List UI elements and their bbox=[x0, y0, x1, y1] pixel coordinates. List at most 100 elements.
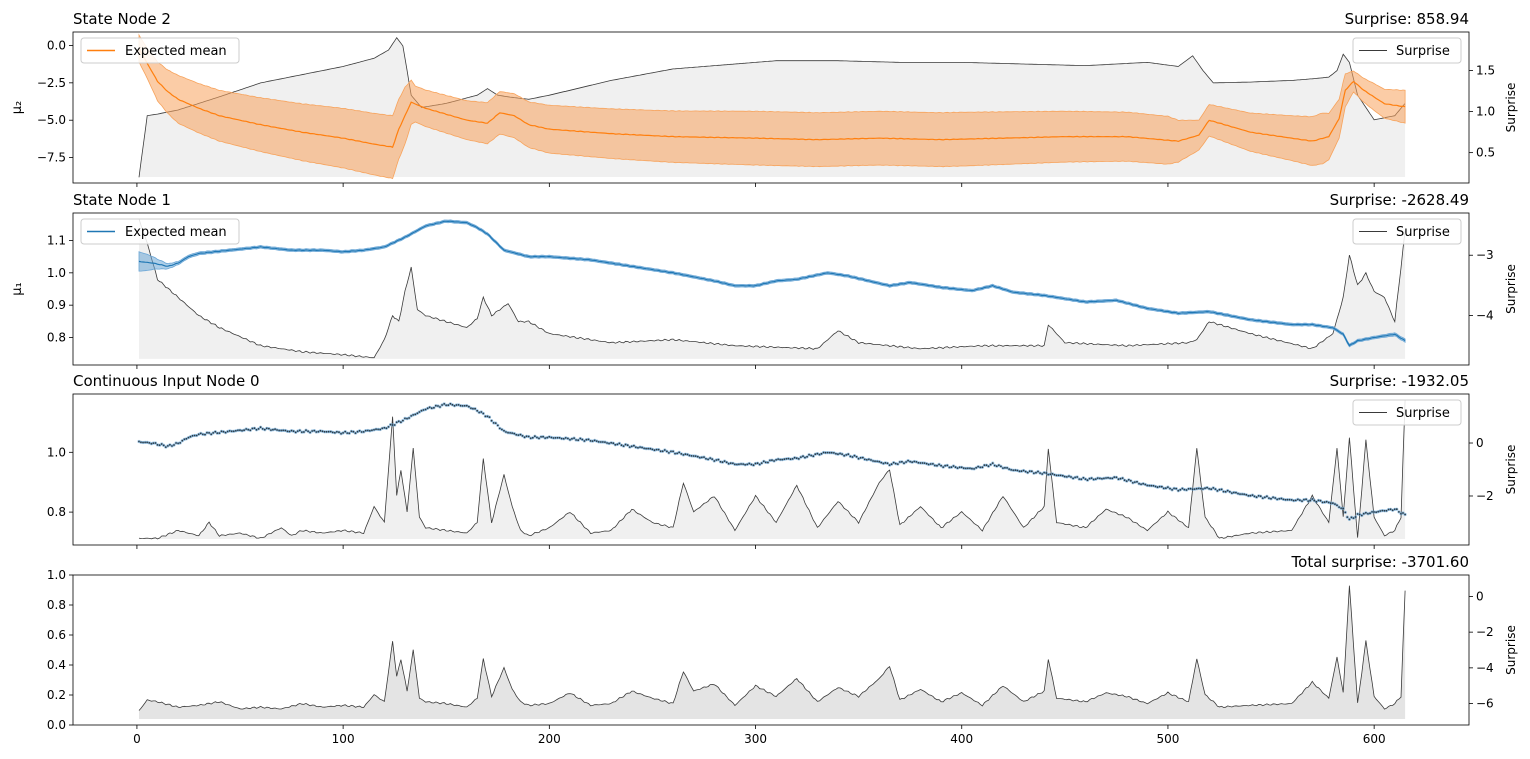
observation-point bbox=[336, 430, 338, 433]
observation-point bbox=[1255, 496, 1258, 499]
observation-point bbox=[1286, 498, 1289, 501]
observation-point bbox=[645, 447, 648, 450]
observation-point bbox=[1346, 516, 1349, 518]
observation-point bbox=[622, 445, 625, 447]
observation-point bbox=[1264, 496, 1266, 499]
observation-point bbox=[903, 462, 905, 465]
observation-point bbox=[810, 454, 813, 457]
observation-point bbox=[276, 429, 278, 431]
observation-point bbox=[1305, 498, 1307, 501]
observation-point bbox=[185, 437, 188, 440]
observation-point bbox=[1383, 509, 1386, 512]
observation-point bbox=[863, 458, 866, 461]
observation-point bbox=[703, 456, 705, 458]
observation-point bbox=[1129, 479, 1132, 482]
observation-point bbox=[688, 454, 691, 457]
observation-point bbox=[1158, 485, 1161, 488]
observation-point bbox=[1259, 495, 1262, 498]
observation-point bbox=[987, 465, 990, 468]
observation-point bbox=[781, 458, 784, 461]
x-tick-label: 500 bbox=[1156, 732, 1179, 746]
observation-point bbox=[400, 421, 402, 424]
observation-point bbox=[1092, 478, 1095, 481]
observation-point bbox=[591, 440, 594, 442]
observation-point bbox=[604, 441, 606, 443]
observation-point bbox=[278, 429, 281, 432]
observation-point bbox=[828, 451, 831, 454]
observation-point bbox=[441, 404, 443, 406]
observation-point bbox=[973, 468, 975, 470]
observation-point bbox=[1398, 511, 1400, 513]
observation-point bbox=[762, 460, 765, 463]
observation-point bbox=[680, 453, 683, 455]
observation-point bbox=[1253, 495, 1256, 498]
observation-point bbox=[913, 460, 916, 463]
observation-point bbox=[1309, 499, 1312, 502]
observation-point bbox=[816, 452, 819, 455]
observation-point bbox=[181, 439, 184, 442]
observation-point bbox=[171, 445, 173, 447]
y-tick-label: −7.5 bbox=[37, 151, 66, 165]
observation-point bbox=[793, 456, 796, 459]
observation-point bbox=[1134, 481, 1136, 483]
x-tick-label: 100 bbox=[332, 732, 355, 746]
observation-point bbox=[358, 429, 361, 432]
observation-point bbox=[919, 462, 922, 464]
observation-point bbox=[251, 427, 254, 430]
observation-point bbox=[837, 453, 839, 456]
observation-point bbox=[422, 409, 425, 411]
y-tick-label: 1.1 bbox=[47, 233, 66, 247]
observation-point bbox=[1381, 509, 1384, 512]
observation-point bbox=[985, 464, 988, 467]
observation-point bbox=[218, 432, 221, 434]
continuous-input-node-0-panel: 0.8 1.0 0 −2 Continuous Input Node 0 Surprise… bbox=[47, 372, 1518, 549]
observation-point bbox=[1035, 471, 1037, 474]
observation-point bbox=[1185, 489, 1188, 491]
observation-point bbox=[808, 453, 810, 456]
observation-point bbox=[439, 406, 441, 408]
observation-point bbox=[362, 431, 365, 433]
observation-point bbox=[655, 448, 658, 451]
x-tick-label: 200 bbox=[538, 732, 561, 746]
observation-point bbox=[962, 467, 965, 470]
observation-point bbox=[1082, 476, 1085, 479]
observation-point bbox=[375, 428, 377, 431]
observation-point bbox=[647, 447, 650, 450]
observation-point bbox=[936, 464, 938, 467]
observation-point bbox=[1086, 479, 1089, 482]
observation-point bbox=[1127, 478, 1130, 481]
legend-label: Surprise bbox=[1396, 44, 1450, 59]
y-tick-label: 0.8 bbox=[47, 331, 66, 345]
observation-point bbox=[527, 435, 530, 438]
observation-point bbox=[298, 429, 301, 432]
observation-point bbox=[597, 441, 600, 443]
observation-point bbox=[173, 444, 175, 446]
observation-point bbox=[1303, 498, 1305, 501]
observation-point bbox=[855, 455, 858, 458]
panel-surprise-total: Surprise: -2628.49 bbox=[1330, 191, 1469, 209]
state-node-1-panel: 0.8 0.9 1.0 1.1 −3 −4 State Node 1 Surprise: -2… bbox=[10, 191, 1518, 369]
y-right-axis-label: Surprise bbox=[1504, 625, 1518, 675]
observation-point bbox=[364, 429, 367, 432]
observation-point bbox=[321, 430, 324, 433]
observation-point bbox=[1004, 466, 1006, 469]
observation-point bbox=[503, 429, 505, 432]
observation-point bbox=[1301, 500, 1303, 502]
observation-point bbox=[758, 463, 761, 466]
observation-point bbox=[618, 442, 621, 445]
observation-point bbox=[1282, 498, 1285, 501]
observation-point bbox=[915, 461, 918, 463]
observation-point bbox=[1055, 474, 1058, 477]
y-right-tick-label: −2 bbox=[1476, 625, 1494, 639]
observation-point bbox=[468, 405, 470, 408]
observation-point bbox=[191, 434, 194, 437]
surprise-fill bbox=[139, 585, 1406, 719]
observation-point bbox=[610, 441, 613, 444]
observation-point bbox=[268, 427, 270, 430]
observation-point bbox=[222, 430, 225, 433]
y-tick-label: 0.0 bbox=[47, 718, 66, 732]
observation-point bbox=[1389, 508, 1392, 511]
x-tick-label: 300 bbox=[744, 732, 767, 746]
observation-point bbox=[325, 430, 328, 433]
observation-point bbox=[1319, 499, 1322, 502]
